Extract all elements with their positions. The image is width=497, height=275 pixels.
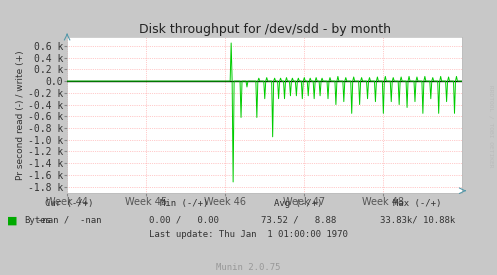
Text: Avg (-/+): Avg (-/+) (274, 199, 323, 208)
Text: 33.83k/ 10.88k: 33.83k/ 10.88k (380, 216, 455, 225)
Text: Max (-/+): Max (-/+) (393, 199, 442, 208)
Text: 0.00 /   0.00: 0.00 / 0.00 (149, 216, 219, 225)
Text: Cur (-/+): Cur (-/+) (45, 199, 94, 208)
Text: ■: ■ (7, 216, 18, 226)
Title: Disk throughput for /dev/sdd - by month: Disk throughput for /dev/sdd - by month (139, 23, 391, 36)
Text: -nan /  -nan: -nan / -nan (37, 216, 102, 225)
Text: Min (-/+): Min (-/+) (160, 199, 208, 208)
Text: Munin 2.0.75: Munin 2.0.75 (216, 263, 281, 272)
Y-axis label: Pr second read (-) / write (+): Pr second read (-) / write (+) (16, 50, 25, 180)
Text: RRDTOOL / TOBI OETIKER: RRDTOOL / TOBI OETIKER (489, 85, 494, 168)
Text: 73.52 /   8.88: 73.52 / 8.88 (260, 216, 336, 225)
Text: Last update: Thu Jan  1 01:00:00 1970: Last update: Thu Jan 1 01:00:00 1970 (149, 230, 348, 239)
Text: Bytes: Bytes (24, 216, 51, 225)
